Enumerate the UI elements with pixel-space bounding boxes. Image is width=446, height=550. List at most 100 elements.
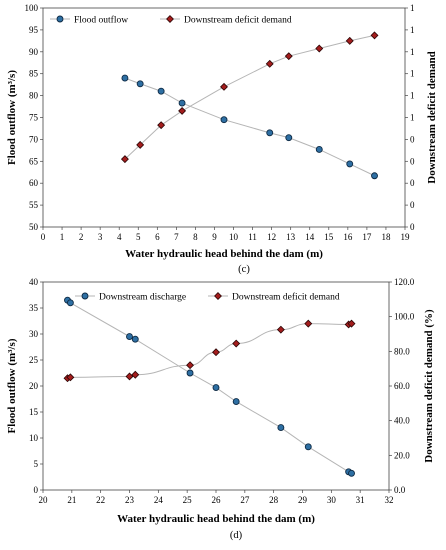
x-tick-label: 16: [343, 232, 353, 242]
x-tick-label: 1: [60, 232, 65, 242]
y-tick-label: 60: [29, 178, 39, 188]
series-line: [124, 34, 375, 160]
data-point: [266, 129, 274, 137]
data-point: [304, 443, 312, 451]
data-point: [126, 333, 133, 341]
y2-tick-label: 0: [410, 222, 415, 232]
y-tick-label: 85: [29, 69, 39, 79]
x-tick-label: 26: [212, 495, 222, 505]
data-point: [131, 370, 140, 379]
y2-tick-label: 0.0: [394, 485, 406, 495]
data-point: [220, 82, 228, 91]
x-tick-label: 27: [240, 495, 250, 505]
data-point: [136, 140, 145, 149]
data-point: [178, 106, 187, 115]
data-point: [121, 74, 129, 82]
series-line: [67, 323, 352, 379]
chart-d: 20 21 22 23 24 25 26 27 28 29 30 31 32 0 5 10 15 20 25 30 35…: [6, 277, 435, 541]
data-point: [120, 155, 129, 164]
x-tick-label: 24: [154, 495, 164, 505]
legend-label: Flood outflow: [74, 15, 128, 26]
data-point: [136, 80, 144, 88]
y2-tick-label: 80.0: [394, 346, 410, 356]
y-tick-label: 40: [29, 277, 39, 287]
x-tick-label: 10: [229, 232, 239, 242]
data-point: [315, 146, 323, 153]
y-tick-label: 0: [34, 485, 39, 495]
data-point: [370, 31, 379, 40]
data-point: [232, 339, 241, 348]
data-point: [125, 372, 134, 381]
y2-axis-title: Downstream deficit demand: [426, 51, 438, 183]
y-tick-label: 95: [29, 25, 39, 35]
series-line: [124, 77, 375, 177]
legend-marker: [56, 15, 64, 23]
x-tick-label: 18: [381, 232, 391, 242]
data-point: [232, 398, 240, 406]
x-tick-label: 17: [362, 232, 372, 242]
data-point: [212, 384, 220, 392]
legend-marker: [166, 15, 174, 23]
data-point: [265, 59, 274, 68]
y2-axis-title: Downstream deficit demand (%): [423, 309, 435, 463]
x-tick-label: 19: [401, 232, 411, 242]
x-tick-label: 11: [248, 232, 257, 242]
x-tick-label: 20: [39, 495, 49, 505]
data-point: [348, 469, 355, 477]
x-tick-label: 3: [98, 232, 103, 242]
x-axis-title: Water hydraulic head behind the dam (m): [117, 513, 315, 525]
x-tick-label: 5: [136, 232, 141, 242]
data-point: [345, 36, 354, 45]
y2-tick-label: 1: [410, 47, 415, 57]
series-deficit-demand: [63, 319, 356, 383]
x-tick-label: 31: [356, 495, 365, 505]
data-point: [186, 369, 194, 377]
data-point: [212, 348, 220, 357]
y2-tick-label: 1: [410, 3, 415, 13]
data-point: [347, 319, 356, 328]
y-tick-label: 70: [29, 134, 39, 144]
y-tick-label: 80: [29, 91, 39, 101]
x-tick-label: 32: [385, 495, 394, 505]
y-tick-label: 5: [34, 459, 39, 469]
y2-tick-label: 120.0: [394, 277, 415, 287]
data-point: [66, 373, 75, 382]
x-tick-label: 2: [79, 232, 84, 242]
data-point: [131, 335, 139, 343]
x-tick-label: 8: [193, 232, 198, 242]
y2-tick-label: 20.0: [394, 450, 410, 460]
data-point: [285, 134, 293, 142]
y-tick-label: 65: [29, 156, 39, 166]
y2-tick-label: 1: [410, 91, 415, 101]
legend-marker: [81, 292, 89, 300]
legend-label: Downstream discharge: [99, 293, 186, 303]
series-outflow: [121, 74, 378, 180]
y2-tick-label: 0: [410, 134, 415, 144]
x-tick-label: 21: [67, 495, 76, 505]
data-point: [66, 299, 74, 307]
y2-tick-label: 0: [410, 156, 415, 166]
x-tick-label: 9: [212, 232, 217, 242]
y-tick-label: 55: [29, 200, 39, 210]
y-tick-label: 75: [29, 113, 39, 123]
x-axis-title: Water hydraulic head behind the dam (m): [125, 248, 323, 260]
x-tick-label: 29: [298, 495, 308, 505]
x-tick-label: 13: [286, 232, 296, 242]
y2-tick-label: 1: [410, 25, 415, 35]
data-point: [220, 116, 228, 124]
data-point: [315, 44, 324, 53]
data-point: [276, 325, 285, 334]
y-tick-label: 90: [29, 47, 39, 57]
x-tick-label: 23: [125, 495, 135, 505]
y2-tick-label: 100.0: [394, 312, 415, 322]
x-tick-label: 30: [327, 495, 337, 505]
series-deficit-demand: [120, 31, 379, 164]
x-tick-label: 15: [324, 232, 334, 242]
x-tick-label: 0: [41, 232, 46, 242]
data-point: [178, 99, 186, 107]
data-point: [277, 424, 285, 432]
legend-label: Downstream deficit demand: [184, 15, 292, 26]
x-tick-label: 7: [174, 232, 179, 242]
data-point: [186, 361, 195, 370]
